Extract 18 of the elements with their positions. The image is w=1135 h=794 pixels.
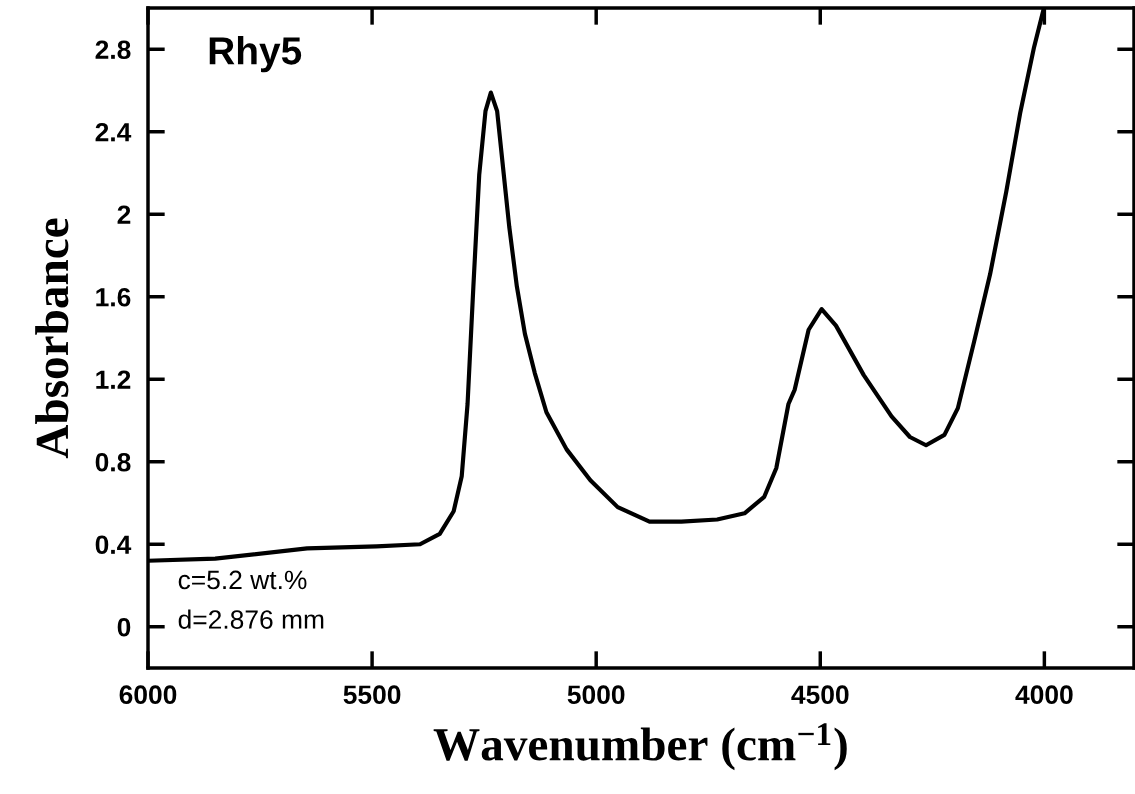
- x-tick-label: 4000: [1015, 685, 1073, 705]
- x-tick-label: 5000: [567, 685, 625, 705]
- y-tick-label: 1.2: [96, 370, 131, 389]
- y-tick-label: 2.4: [95, 122, 132, 142]
- y-tick-label: 0.4: [95, 535, 132, 555]
- x-tick-label: 4500: [791, 685, 849, 705]
- y-tick-label: 1.6: [96, 287, 131, 307]
- annotation: Rhy5: [209, 36, 302, 73]
- annotation: d=2.876 mm: [178, 609, 324, 629]
- y-tick-label: 0: [117, 617, 131, 637]
- x-tick-label: 6000: [119, 685, 177, 705]
- annotation: c=5.2 wt.%: [178, 570, 307, 590]
- y-axis-title: Absorbance: [35, 218, 69, 459]
- y-tick-label: 2: [117, 205, 131, 224]
- x-axis-title: Wavenumber (cm$^{−1}$): [433, 723, 847, 771]
- x-tick-label: 5500: [343, 685, 401, 705]
- y-tick-label: 0.8: [95, 452, 131, 472]
- y-tick-label: 2.8: [95, 40, 131, 60]
